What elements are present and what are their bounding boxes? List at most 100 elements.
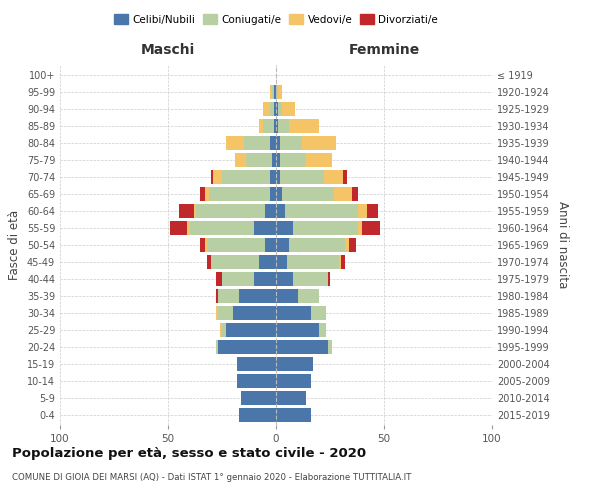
Bar (328, 272, 330, 286)
Text: Popolazione per età, sesso e stato civile - 2020: Popolazione per età, sesso e stato civil… (12, 448, 366, 460)
Bar (269, 85, 272, 99)
Bar (200, 238, 205, 252)
Bar (352, 187, 358, 201)
Bar (259, 119, 263, 133)
Bar (283, 187, 334, 201)
Bar (214, 170, 222, 184)
Bar (179, 204, 194, 218)
Bar (278, 85, 283, 99)
Bar (263, 102, 269, 116)
Bar (276, 340, 328, 354)
Bar (338, 255, 341, 269)
Bar (274, 119, 276, 133)
Bar (276, 136, 280, 150)
Bar (276, 255, 287, 269)
Bar (319, 323, 326, 337)
Bar (269, 170, 276, 184)
Bar (222, 272, 254, 286)
Bar (358, 204, 367, 218)
Bar (222, 323, 226, 337)
Bar (194, 204, 196, 218)
Bar (265, 238, 276, 252)
Bar (237, 357, 276, 371)
Bar (343, 170, 347, 184)
Bar (358, 221, 362, 235)
Bar (311, 306, 326, 320)
Bar (207, 255, 211, 269)
Bar (209, 187, 269, 201)
Bar (207, 238, 265, 252)
Bar (367, 204, 377, 218)
Bar (276, 85, 278, 99)
Bar (205, 187, 209, 201)
Bar (280, 136, 302, 150)
Bar (244, 136, 269, 150)
Bar (170, 221, 187, 235)
Text: Maschi: Maschi (141, 42, 195, 56)
Bar (276, 119, 278, 133)
Bar (276, 289, 298, 303)
Bar (239, 408, 276, 422)
Text: Femmine: Femmine (349, 42, 419, 56)
Bar (276, 187, 283, 201)
Bar (276, 153, 280, 167)
Bar (284, 204, 358, 218)
Bar (259, 255, 276, 269)
Bar (276, 374, 311, 388)
Bar (293, 272, 328, 286)
Bar (280, 153, 306, 167)
Y-axis label: Fasce di età: Fasce di età (8, 210, 21, 280)
Bar (274, 85, 276, 99)
Bar (298, 289, 319, 303)
Bar (222, 170, 269, 184)
Bar (235, 153, 246, 167)
Bar (187, 221, 190, 235)
Bar (362, 221, 380, 235)
Bar (218, 306, 233, 320)
Bar (276, 323, 319, 337)
Bar (276, 272, 293, 286)
Bar (254, 272, 276, 286)
Bar (276, 102, 278, 116)
Bar (272, 85, 274, 99)
Bar (254, 221, 276, 235)
Bar (237, 374, 276, 388)
Bar (263, 119, 274, 133)
Bar (211, 170, 214, 184)
Bar (269, 136, 276, 150)
Bar (205, 238, 207, 252)
Bar (276, 170, 280, 184)
Bar (283, 102, 295, 116)
Bar (293, 221, 358, 235)
Bar (265, 204, 276, 218)
Bar (226, 136, 244, 150)
Bar (215, 340, 218, 354)
Bar (278, 102, 283, 116)
Bar (276, 204, 284, 218)
Bar (289, 238, 345, 252)
Bar (276, 221, 293, 235)
Bar (246, 153, 272, 167)
Bar (215, 306, 218, 320)
Bar (334, 187, 352, 201)
Bar (190, 221, 254, 235)
Bar (274, 102, 276, 116)
Bar (276, 408, 311, 422)
Bar (220, 323, 222, 337)
Bar (276, 357, 313, 371)
Bar (341, 255, 345, 269)
Bar (306, 153, 332, 167)
Bar (215, 289, 218, 303)
Bar (200, 187, 205, 201)
Bar (215, 272, 222, 286)
Bar (218, 289, 239, 303)
Bar (276, 238, 289, 252)
Bar (323, 170, 343, 184)
Bar (328, 340, 332, 354)
Bar (233, 306, 276, 320)
Bar (218, 340, 276, 354)
Bar (272, 153, 276, 167)
Y-axis label: Anni di nascita: Anni di nascita (556, 202, 569, 288)
Bar (276, 391, 306, 405)
Text: COMUNE DI GIOIA DEI MARSI (AQ) - Dati ISTAT 1° gennaio 2020 - Elaborazione TUTTI: COMUNE DI GIOIA DEI MARSI (AQ) - Dati IS… (12, 472, 412, 482)
